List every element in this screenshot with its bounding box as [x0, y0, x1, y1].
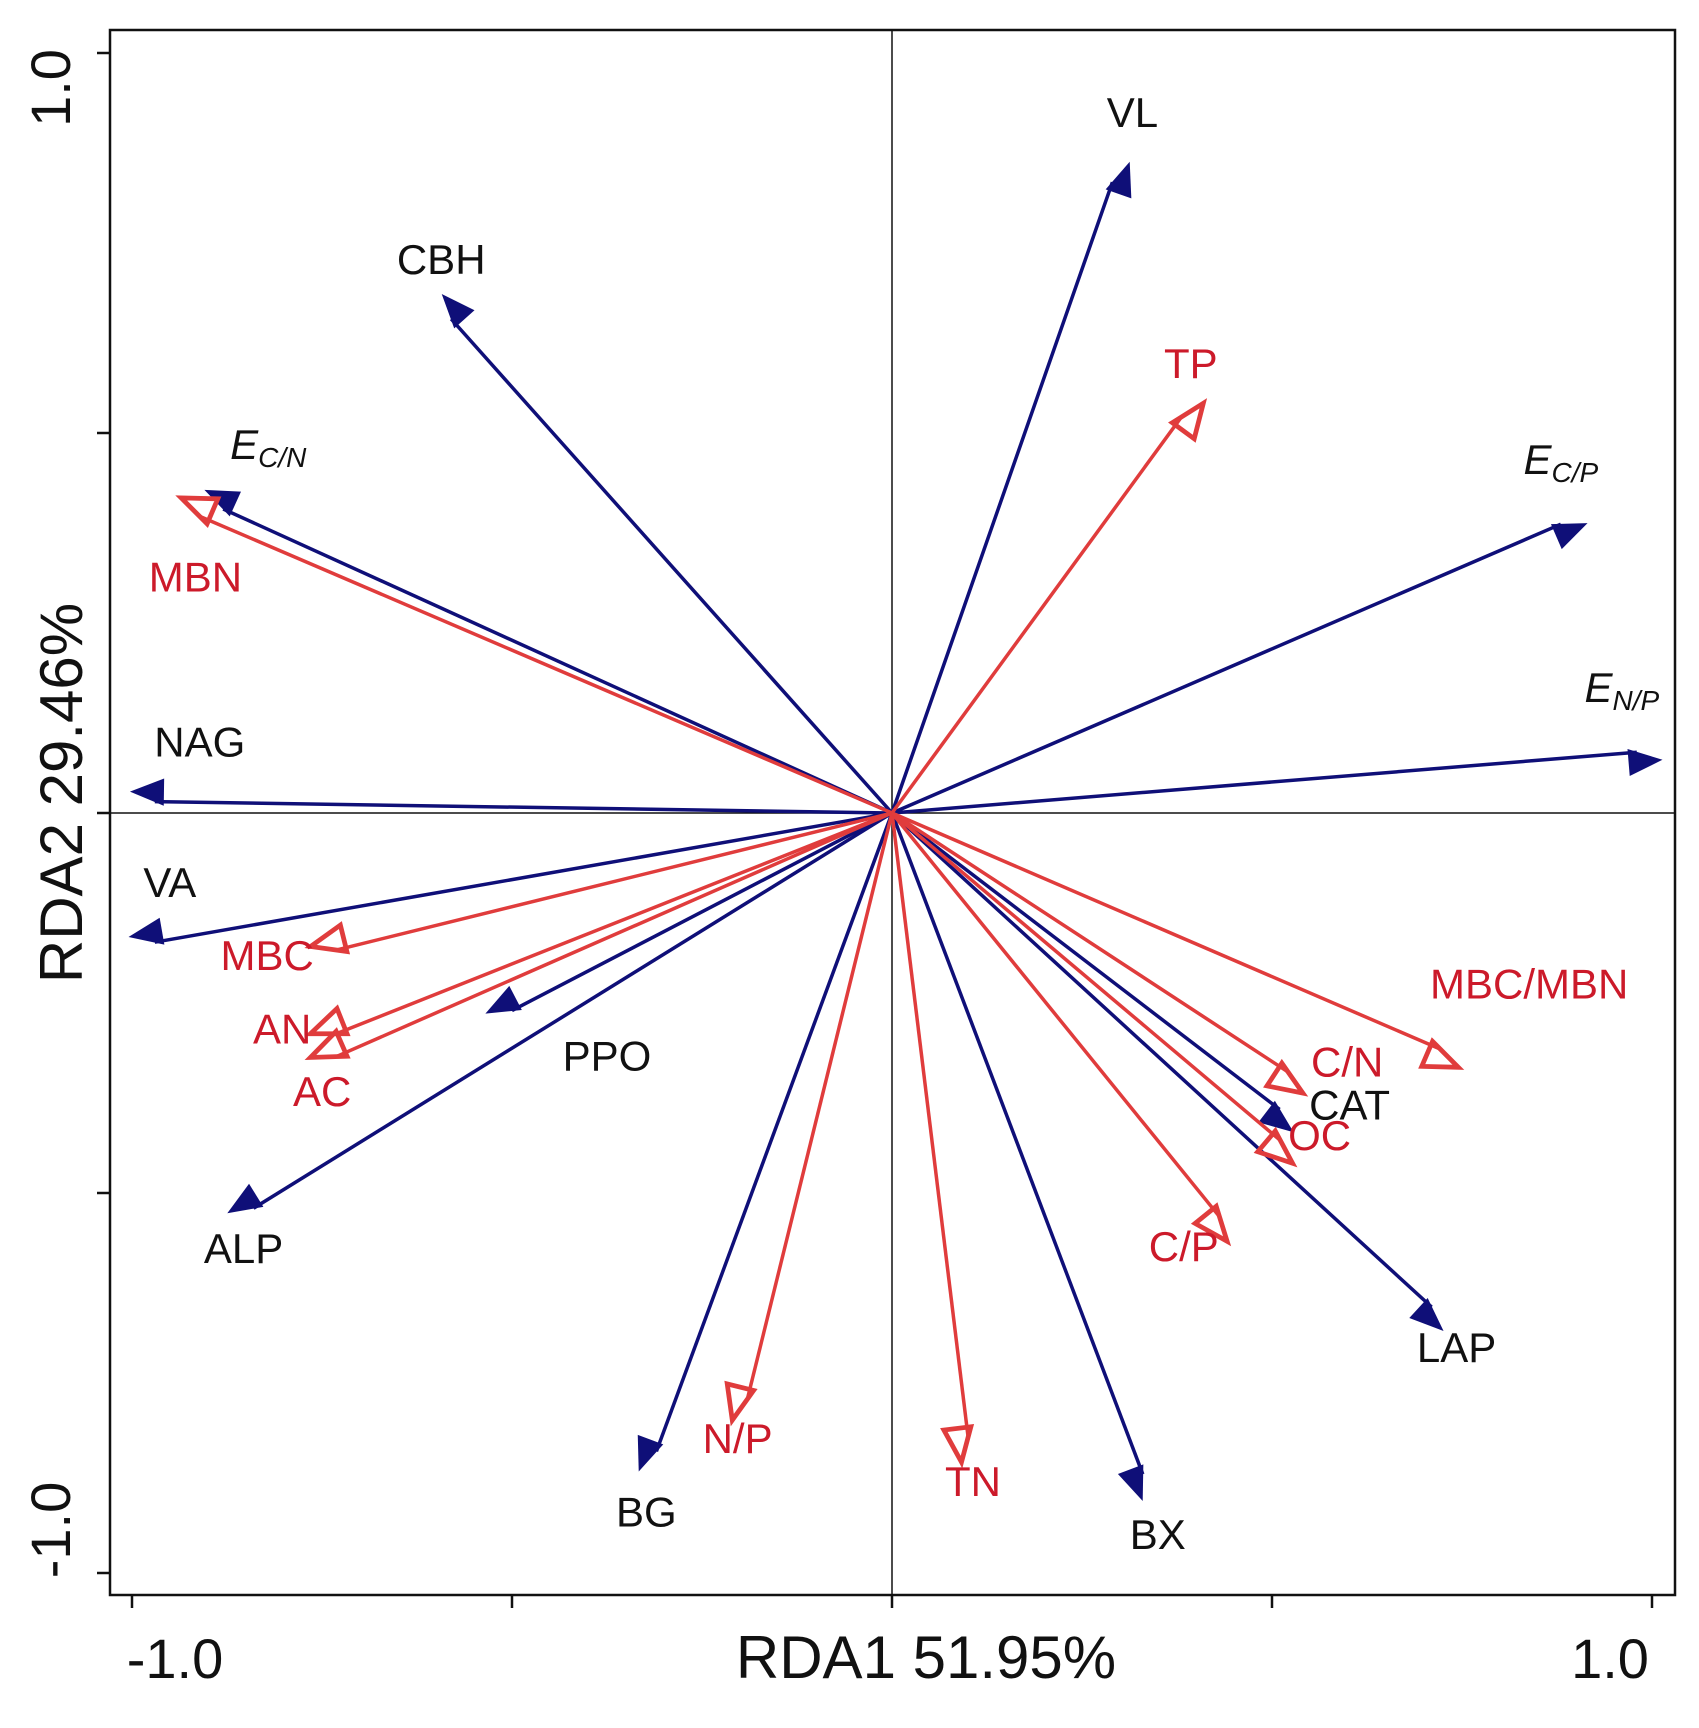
- vector-mbn: [175, 495, 893, 815]
- vector-label-bg: BG: [616, 1488, 677, 1535]
- vector-label-bx: BX: [1130, 1511, 1186, 1558]
- vector-label-tp: TP: [1164, 340, 1218, 387]
- vector-label-ppo: PPO: [563, 1033, 652, 1080]
- vector-label-alp: ALP: [204, 1225, 283, 1272]
- vector-vl: [890, 161, 1132, 814]
- vector-label-c-p: C/P: [1149, 1223, 1219, 1270]
- vector-cbh: [441, 293, 894, 815]
- x-tick-label-max: 1.0: [1571, 1627, 1649, 1690]
- vector-tp: [890, 398, 1208, 815]
- vector-oc: [890, 811, 1298, 1168]
- vector-label-cbh: CBH: [397, 236, 486, 283]
- y-axis-label: RDA2 29.46%: [28, 603, 95, 983]
- vector-alp: [227, 811, 893, 1214]
- vector-label-an: AN: [253, 1005, 311, 1052]
- vector-label-n-p: N/P: [703, 1415, 773, 1462]
- vector-label-lap: LAP: [1417, 1324, 1496, 1371]
- vector-bx: [890, 812, 1145, 1501]
- vector-label-en-p: EN/P: [1584, 664, 1659, 716]
- vector-label-mbc-mbn: MBC/MBN: [1430, 961, 1628, 1008]
- vector-tn: [890, 812, 975, 1469]
- vector-label-c-n: C/N: [1311, 1038, 1383, 1085]
- x-tick-label-min: -1.0: [127, 1627, 224, 1690]
- vector-bg: [637, 812, 894, 1472]
- vector-label-va: VA: [143, 859, 196, 906]
- x-axis-label: RDA1 51.95%: [736, 1624, 1116, 1691]
- vector-label-ec-n: EC/N: [230, 421, 307, 473]
- vector-labels-layer: VL CBH EC/N EC/P EN/P NAG VA PPO ALP BG BX CAT LAP TP…: [143, 89, 1659, 1558]
- vector-ec-p: [891, 522, 1588, 815]
- vector-label-cat: CAT: [1309, 1081, 1390, 1128]
- vector-n-p: [724, 812, 894, 1427]
- vector-c-n: [891, 811, 1309, 1097]
- y-tick-label-min: -1.0: [19, 1482, 82, 1579]
- vector-an: [304, 811, 893, 1037]
- vector-ppo: [485, 811, 893, 1014]
- vector-lap: [890, 811, 1444, 1331]
- vector-c-p: [890, 811, 1232, 1247]
- vector-label-ac: AC: [293, 1068, 351, 1115]
- vector-cat: [890, 811, 1294, 1133]
- vector-label-ec-p: EC/P: [1523, 436, 1598, 488]
- vector-mbc-mbn: [891, 811, 1465, 1070]
- vector-label-vl: VL: [1107, 89, 1158, 136]
- vector-label-mbc: MBC: [221, 932, 314, 979]
- vector-label-oc: OC: [1288, 1112, 1351, 1159]
- vector-va: [128, 811, 893, 945]
- vector-ac: [304, 811, 893, 1061]
- vector-ec-n: [204, 489, 893, 815]
- vector-label-nag: NAG: [154, 719, 245, 766]
- vector-en-p: [891, 748, 1663, 815]
- axis-ticks: [97, 51, 1654, 1608]
- vector-nag: [129, 778, 893, 815]
- vector-mbc: [304, 811, 893, 955]
- vectors-layer: [128, 161, 1663, 1501]
- y-tick-label-max: 1.0: [19, 49, 82, 127]
- vector-label-tn: TN: [945, 1458, 1001, 1505]
- vector-label-mbn: MBN: [149, 554, 242, 601]
